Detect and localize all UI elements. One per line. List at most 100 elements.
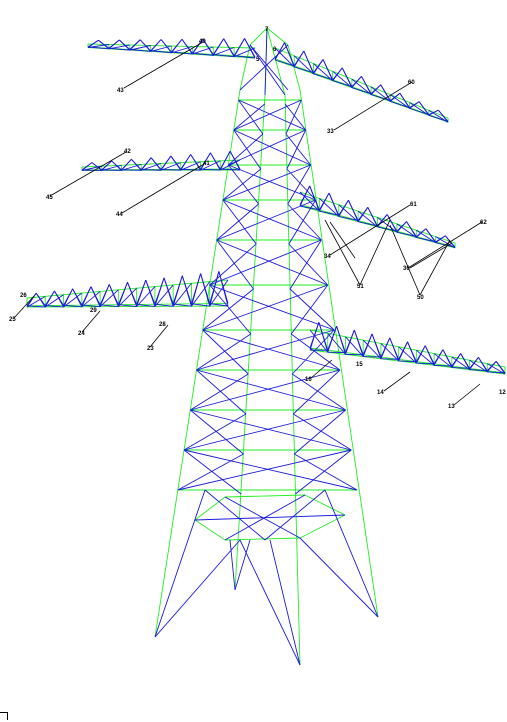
- node-label-7: 7: [265, 27, 269, 33]
- arm-brace-372: [191, 303, 210, 307]
- corner-marker: [0, 712, 8, 720]
- arm-brace-316: [348, 199, 359, 221]
- arm-brace-163: [87, 46, 109, 50]
- arm-brace-248: [200, 152, 211, 170]
- arm-brace-276: [121, 159, 132, 171]
- node-label-34: 34: [324, 254, 331, 260]
- arm-brace-118: [223, 38, 235, 56]
- arm-brace-315: [338, 199, 349, 216]
- arm-brace-278: [121, 169, 142, 171]
- leader-533: [149, 324, 169, 348]
- tower-brace-22: [233, 99, 302, 131]
- arm-brace-510: [469, 369, 488, 372]
- node-label-51: 51: [357, 284, 364, 290]
- arm-brace-428: [45, 305, 64, 308]
- arm-brace-215: [399, 92, 410, 108]
- node-label-6: 6: [273, 47, 277, 53]
- tower-brace-31: [233, 129, 262, 170]
- arm-brace-346: [416, 236, 436, 243]
- node-label-28: 28: [159, 322, 166, 328]
- arm-brace-268: [150, 157, 162, 170]
- arm-brace-153: [119, 39, 131, 50]
- tower-brace-80: [295, 449, 352, 495]
- arm-brace-516: [487, 363, 506, 375]
- lower-brace-97: [234, 539, 251, 591]
- node-label-41: 41: [203, 161, 210, 167]
- tower-brace-36: [286, 168, 317, 201]
- arm-brace-133: [171, 38, 183, 53]
- arm-brace-310: [319, 198, 340, 217]
- node-label-61: 61: [410, 202, 417, 208]
- arm-brace-242: [220, 159, 241, 171]
- arm-brace-481: [398, 346, 417, 364]
- arm-brace-257: [180, 168, 201, 171]
- arm-brace-195: [332, 70, 353, 88]
- lower-brace-99: [264, 489, 326, 541]
- arm-brace-114: [234, 55, 256, 59]
- arm-brace-468: [363, 356, 381, 358]
- tower-leg-4: [287, 44, 301, 91]
- tower-brace-65: [190, 373, 249, 411]
- arm-brace-488: [416, 349, 435, 366]
- node-label-60: 60: [408, 80, 415, 86]
- arm-brace-480: [407, 341, 417, 362]
- tower-brace-59: [196, 333, 252, 371]
- tower-brace-49: [216, 239, 254, 290]
- arm-brace-262: [160, 155, 172, 170]
- tower-brace-29: [228, 133, 264, 166]
- lower-brace-90: [154, 489, 206, 638]
- arm-brace-376: [181, 275, 192, 304]
- insulator-string-520: [359, 219, 391, 286]
- arm-brace-203: [351, 87, 372, 95]
- tower-brace-69: [190, 409, 352, 451]
- leader-531: [13, 295, 35, 319]
- arm-brace-330: [386, 214, 398, 232]
- tower-leg-8: [284, 94, 301, 666]
- arm-brace-308: [318, 192, 330, 211]
- arm-brace-256: [180, 161, 201, 171]
- arm-brace-371: [191, 281, 211, 307]
- arm-brace-364: [209, 279, 229, 307]
- arm-brace-350: [435, 235, 446, 243]
- arm-brace-362: [218, 271, 229, 304]
- arm-brace-345: [416, 229, 436, 244]
- arm-brace-391: [136, 279, 147, 305]
- arm-brace-263: [160, 162, 181, 171]
- node-label-13: 13: [448, 404, 455, 410]
- arm-brace-508: [478, 357, 488, 371]
- tower-brace-74: [294, 409, 346, 455]
- arm-brace-181: [293, 55, 314, 75]
- arm-brace-175: [274, 59, 295, 67]
- arm-brace-339: [396, 231, 417, 237]
- arm-brace-332: [377, 226, 397, 232]
- tower-brace-51: [209, 284, 335, 331]
- arm-brace-517: [487, 371, 506, 374]
- node-label-26: 26: [20, 293, 27, 299]
- arm-brace-434: [26, 295, 46, 308]
- arm-brace-209: [370, 86, 391, 102]
- arm-brace-379: [173, 303, 192, 307]
- tower-brace-71: [183, 413, 247, 451]
- tower-brace-32: [286, 129, 307, 170]
- arm-brace-473: [389, 337, 400, 360]
- arm-brace-139: [160, 39, 172, 53]
- arm-chord-165: [274, 47, 449, 119]
- tower-brace-55: [209, 284, 252, 335]
- tower-brace-66: [291, 373, 346, 411]
- arm-brace-338: [396, 223, 417, 238]
- arm-brace-435: [26, 305, 46, 308]
- node-label-5: 5: [256, 57, 260, 63]
- arm-brace-370: [191, 273, 202, 304]
- arm-brace-421: [63, 304, 82, 308]
- tower-brace-38: [287, 164, 312, 205]
- arm-brace-495: [433, 353, 453, 368]
- arm-brace-494: [442, 349, 453, 367]
- arm-brace-363: [209, 271, 220, 304]
- arm-brace-247: [209, 152, 221, 170]
- leader-530: [407, 221, 483, 269]
- arm-brace-120: [213, 47, 235, 56]
- arm-brace-228: [428, 109, 439, 116]
- arm-brace-309: [328, 192, 340, 216]
- node-label-36: 36: [403, 266, 410, 272]
- arm-brace-445: [318, 322, 329, 351]
